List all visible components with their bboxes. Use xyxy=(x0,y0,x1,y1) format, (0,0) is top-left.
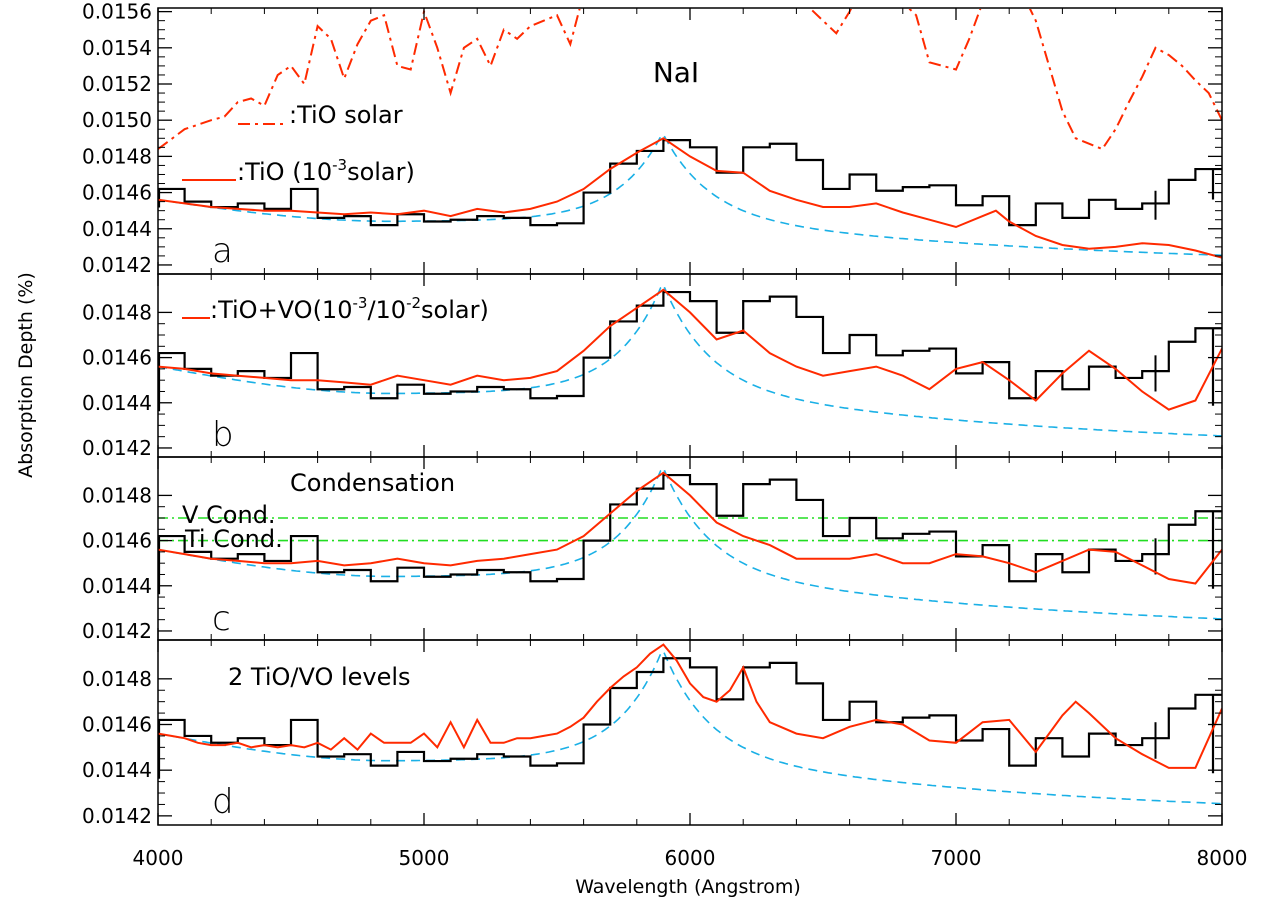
tio-solar-line xyxy=(158,9,1222,151)
y-tick-label: 0.0150 xyxy=(82,108,152,132)
panel-c: 0.0142 0.0144 0.0146 0.0148 c Condensation V C… xyxy=(82,456,1223,643)
x-tick-label: 7000 xyxy=(931,846,982,870)
legend-label-tio-solar: :TiO solar xyxy=(289,101,403,129)
panel-letter: d xyxy=(212,782,234,822)
panel-plot-area xyxy=(158,283,1222,437)
panel-plot-area xyxy=(158,9,1222,259)
x-tick-label: 5000 xyxy=(399,846,450,870)
model-line xyxy=(158,471,1222,585)
y-tick-label: 0.0154 xyxy=(82,36,152,60)
reference-line xyxy=(158,283,1222,437)
panel-letter: a xyxy=(212,231,233,271)
model-line xyxy=(158,643,1222,769)
y-tick-label: 0.0146 xyxy=(82,181,152,205)
y-tick-label: 0.0144 xyxy=(82,758,152,782)
panel-plot-area xyxy=(158,466,1222,620)
y-axis-title: Absorption Depth (%) xyxy=(15,272,37,478)
observed-histogram xyxy=(158,138,1222,227)
y-tick-label: 0.0144 xyxy=(82,574,152,598)
y-tick-label: 0.0148 xyxy=(82,483,152,507)
x-tick-label: 8000 xyxy=(1197,846,1248,870)
x-axis-title: Wavelength (Angstrom) xyxy=(575,876,801,898)
y-tick-label: 0.0146 xyxy=(82,713,152,737)
y-tick-label: 0.0146 xyxy=(82,529,152,553)
panel-plot-area xyxy=(158,643,1222,805)
y-tick-label: 0.0156 xyxy=(82,0,152,24)
x-tick-label: 4000 xyxy=(133,846,184,870)
y-tick-label: 0.0142 xyxy=(82,804,152,828)
model-line xyxy=(158,137,1222,259)
y-tick-label: 0.0152 xyxy=(82,72,152,96)
observed-histogram xyxy=(158,657,1222,767)
panel-letter: c xyxy=(212,599,231,639)
condensation-label: Condensation xyxy=(290,469,455,497)
reference-line xyxy=(158,466,1222,620)
panel-d: 0.0142 0.0144 0.0146 0.0148 4000 5000 6000 7000… xyxy=(82,639,1248,870)
panel-letter: b xyxy=(212,415,234,455)
y-tick-label: 0.0146 xyxy=(82,346,152,370)
ti-cond-label: Ti Cond. xyxy=(184,525,283,553)
legend-label-tio-vo: :TiO+VO(10-3/10-2solar) xyxy=(210,294,489,324)
nai-label: NaI xyxy=(653,56,699,89)
model-line xyxy=(158,288,1222,411)
y-tick-label: 0.0148 xyxy=(82,667,152,691)
panels-group: 0.0142 0.0144 0.0146 0.0148 0.0150 0.0152 0.01… xyxy=(82,0,1247,870)
panel-a: 0.0142 0.0144 0.0146 0.0148 0.0150 0.0152 0.01… xyxy=(82,0,1223,277)
legend-label-two-levels: 2 TiO/VO levels xyxy=(228,663,411,691)
v-cond-label: V Cond. xyxy=(182,501,276,529)
x-tick-label: 6000 xyxy=(665,846,716,870)
y-tick-label: 0.0142 xyxy=(82,253,152,277)
observed-histogram xyxy=(158,473,1222,583)
panel-b: 0.0142 0.0144 0.0146 0.0148 b :TiO+VO(10-3/10… xyxy=(82,273,1223,460)
y-tick-label: 0.0144 xyxy=(82,217,152,241)
legend-label-tio: :TiO (10-3solar) xyxy=(237,156,415,186)
y-tick-label: 0.0144 xyxy=(82,391,152,415)
reference-line xyxy=(158,133,1222,257)
y-tick-label: 0.0142 xyxy=(82,619,152,643)
y-tick-label: 0.0148 xyxy=(82,144,152,168)
observed-histogram xyxy=(158,290,1222,400)
y-tick-label: 0.0148 xyxy=(82,300,152,324)
y-tick-label: 0.0142 xyxy=(82,436,152,460)
